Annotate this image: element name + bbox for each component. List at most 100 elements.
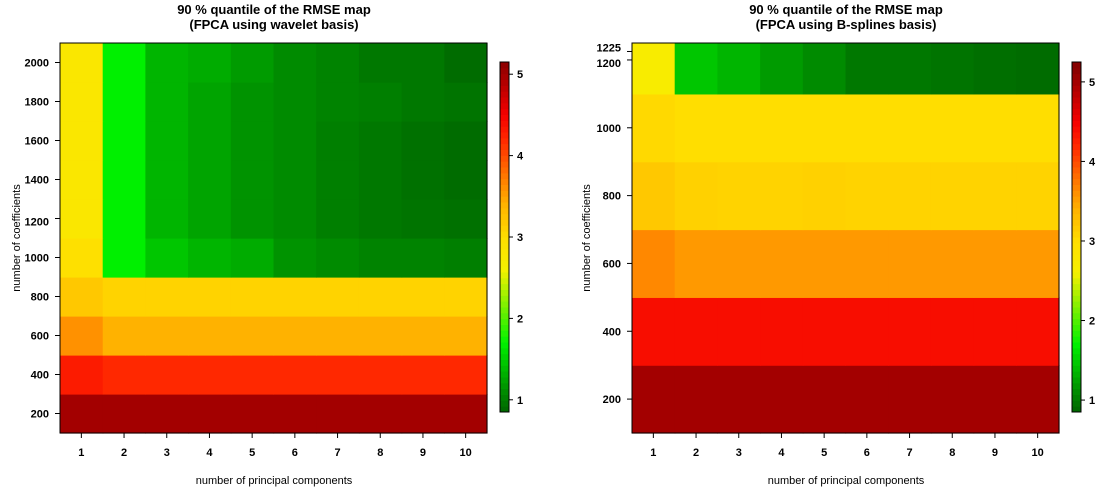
heatmap-cell [145, 238, 189, 278]
heatmap-cell [930, 161, 975, 231]
heatmap-cell [444, 238, 488, 278]
heatmap-cell [632, 365, 676, 434]
colorbar-segment [1072, 382, 1081, 390]
heatmap-cell [230, 316, 275, 356]
heatmap-cell [145, 355, 189, 395]
colorbar-segment [1072, 167, 1081, 174]
heatmap-cell [102, 394, 146, 434]
heatmap-cell [760, 229, 804, 298]
colorbar-segment [1072, 283, 1081, 290]
heatmap-cell [930, 297, 975, 366]
heatmap-cell [444, 121, 488, 161]
heatmap-cell [316, 238, 360, 278]
x-tick-label: 9 [992, 447, 998, 459]
colorbar-segment [500, 242, 509, 250]
colorbar-segment [500, 97, 509, 104]
heatmap-cell [401, 316, 445, 356]
panel-bsplines: 90 % quantile of the RMSE map (FPCA usin… [581, 2, 1096, 487]
heatmap-cell [674, 229, 718, 298]
heatmap-cell [973, 365, 1017, 434]
y-tick-label: 600 [603, 258, 621, 270]
colorbar-tick-label: 4 [1089, 156, 1096, 168]
heatmap-cell [444, 160, 488, 200]
heatmap-cell [888, 161, 932, 231]
colorbar-segment [1072, 347, 1081, 355]
colorbar-segment [1072, 295, 1081, 302]
heatmap-cell [145, 199, 189, 239]
heatmap-cell [845, 93, 889, 163]
x-tick-label: 10 [460, 447, 472, 459]
colorbar-segment [500, 301, 509, 308]
heatmap-cell [60, 277, 104, 317]
colorbar-tick-label: 2 [1089, 316, 1095, 328]
colorbar-segment [500, 307, 509, 314]
heatmap-cell [60, 121, 104, 161]
colorbar-segment [500, 359, 509, 366]
colorbar-segment [500, 202, 509, 209]
heatmap-cell [230, 43, 275, 83]
heatmap-cell [888, 365, 932, 434]
heatmap-cell [145, 160, 189, 200]
heatmap-cell [1016, 161, 1060, 231]
panel-2-colorbar: 1 2 3 4 5 [1071, 61, 1096, 413]
colorbar-segment [500, 102, 509, 110]
heatmap-cell [316, 121, 360, 161]
heatmap-cell [444, 355, 488, 395]
colorbar-segment [1072, 394, 1081, 401]
heatmap-cell [273, 121, 317, 161]
y-tick-label: 400 [31, 370, 49, 382]
y-tick-label: 200 [603, 394, 621, 406]
heatmap-cell [802, 93, 847, 163]
panel-1-y-axis: 200 400 600 800 1000 1200 1400 1600 1800 2000 [25, 58, 60, 421]
heatmap-cell [316, 82, 360, 122]
colorbar-segment [500, 120, 509, 127]
heatmap-cell [102, 316, 146, 356]
panel-1-heatmap-cells [60, 43, 488, 434]
x-tick-label: 2 [693, 447, 699, 459]
heatmap-cell [60, 82, 104, 122]
heatmap-cell [273, 238, 317, 278]
heatmap-cell [60, 394, 104, 434]
x-tick-label: 7 [906, 447, 912, 459]
y-tick-label: 200 [31, 409, 49, 421]
colorbar-segment [1072, 62, 1081, 69]
heatmap-cell [316, 316, 360, 356]
panel-2-y-axis: 200 400 600 800 1000 1200 1225 [597, 42, 632, 406]
heatmap-cell [802, 229, 847, 298]
heatmap-cell [888, 43, 932, 95]
colorbar-segment [1072, 225, 1081, 232]
colorbar-segment [500, 237, 509, 244]
heatmap-cell [273, 43, 317, 83]
colorbar-segment [500, 336, 509, 343]
colorbar-segment [500, 283, 509, 290]
colorbar-segment [1072, 219, 1081, 226]
colorbar-segment [1072, 108, 1081, 115]
heatmap-cell [802, 365, 847, 434]
heatmap-cell [316, 199, 360, 239]
colorbar-segment [1072, 272, 1081, 279]
colorbar-segment [1072, 318, 1081, 325]
colorbar-segment [500, 155, 509, 162]
colorbar-segment [500, 132, 509, 139]
heatmap-cell [145, 277, 189, 317]
heatmap-cell [230, 82, 275, 122]
heatmap-cell [316, 160, 360, 200]
heatmap-cell [930, 93, 975, 163]
colorbar-segment [500, 400, 509, 407]
colorbar-segment [500, 73, 509, 80]
colorbar-tick-label: 1 [1089, 395, 1095, 407]
heatmap-cell [102, 277, 146, 317]
heatmap-cell [674, 365, 718, 434]
heatmap-cell [401, 199, 445, 239]
y-tick-label: 600 [31, 331, 49, 343]
colorbar-segment [500, 342, 509, 349]
heatmap-cell [674, 93, 718, 163]
colorbar-segment [1072, 202, 1081, 209]
heatmap-cell [102, 121, 146, 161]
colorbar-segment [1072, 260, 1081, 267]
colorbar-tick-label: 1 [517, 395, 523, 407]
heatmap-cell [316, 394, 360, 434]
colorbar-segment [500, 172, 509, 180]
heatmap-cell [1016, 365, 1060, 434]
panel-2-title-line2: (FPCA using B-splines basis) [756, 17, 937, 32]
